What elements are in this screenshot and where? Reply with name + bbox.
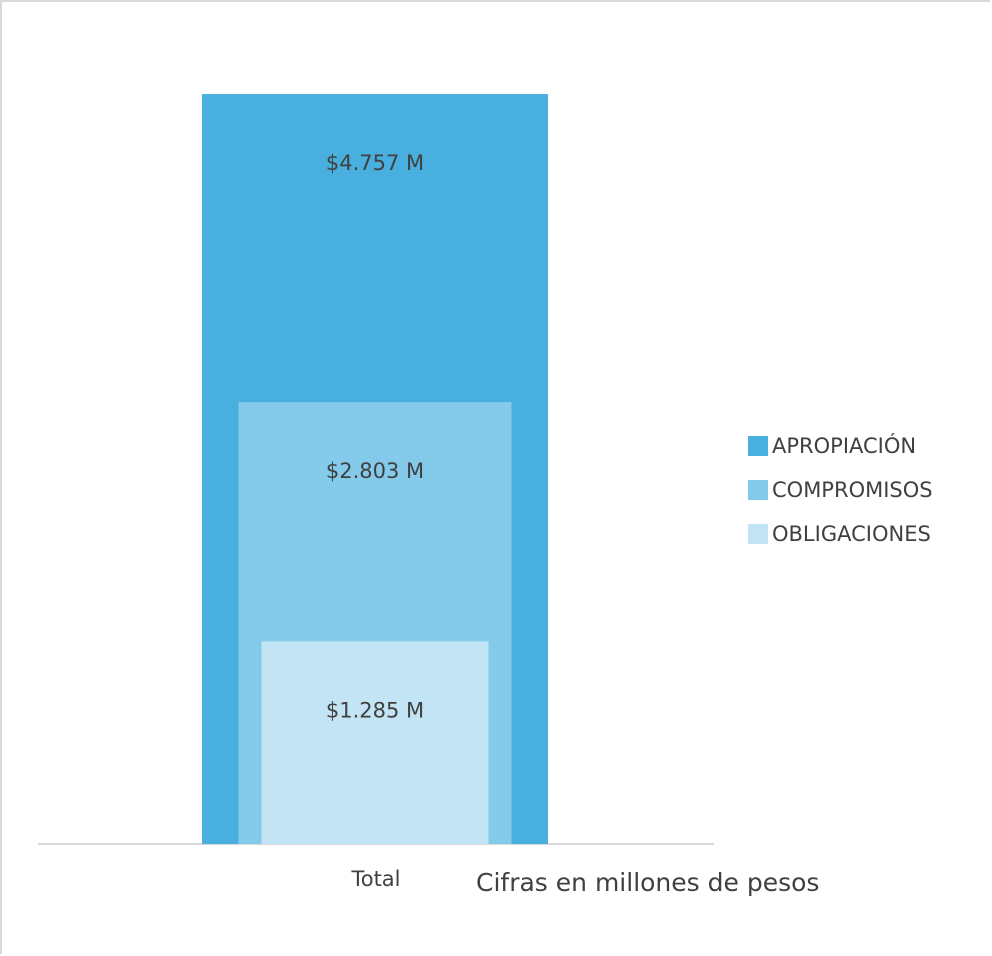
x-tick-label-total: Total xyxy=(350,867,400,891)
legend-item-apropiacion: APROPIACIÓN xyxy=(748,424,933,468)
legend-swatch-apropiacion xyxy=(748,436,768,456)
data-label-apropiacion: $4.757 M xyxy=(326,151,424,175)
data-label-obligaciones: $1.285 M xyxy=(326,698,424,722)
legend-label-compromisos: COMPROMISOS xyxy=(772,478,933,502)
legend-item-compromisos: COMPROMISOS xyxy=(748,468,933,512)
legend-item-obligaciones: OBLIGACIONES xyxy=(748,512,933,556)
legend: APROPIACIÓN COMPROMISOS OBLIGACIONES xyxy=(748,424,933,556)
units-note: Cifras en millones de pesos xyxy=(476,868,820,897)
legend-label-obligaciones: OBLIGACIONES xyxy=(772,522,931,546)
bar-obligaciones xyxy=(261,641,489,844)
data-label-compromisos: $2.803 M xyxy=(326,459,424,483)
legend-swatch-compromisos xyxy=(748,480,768,500)
legend-swatch-obligaciones xyxy=(748,524,768,544)
legend-label-apropiacion: APROPIACIÓN xyxy=(772,434,917,458)
